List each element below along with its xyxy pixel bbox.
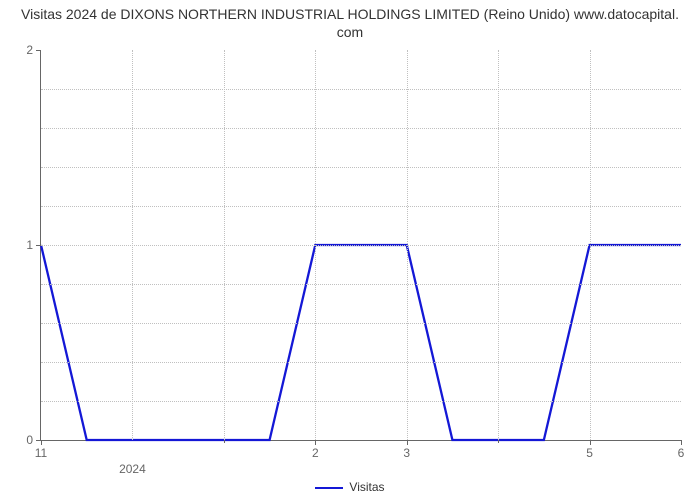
title-line1: Visitas 2024 de DIXONS NORTHERN INDUSTRI… bbox=[21, 6, 679, 22]
x-tick-label: 5 bbox=[586, 440, 593, 460]
title-line2: com bbox=[337, 24, 363, 40]
legend-label: Visitas bbox=[349, 480, 384, 494]
x-tick-label: 3 bbox=[403, 440, 410, 460]
x-tick-label: 11 bbox=[35, 440, 47, 460]
y-tick-label: 2 bbox=[26, 43, 41, 57]
x-secondary-label: 2024 bbox=[119, 440, 146, 476]
legend-swatch bbox=[315, 487, 343, 489]
x-tick-label: 6 bbox=[678, 440, 685, 460]
legend: Visitas bbox=[0, 480, 700, 486]
y-tick-label: 1 bbox=[26, 238, 41, 252]
chart-title: Visitas 2024 de DIXONS NORTHERN INDUSTRI… bbox=[0, 0, 700, 41]
x-tick-label: 2 bbox=[312, 440, 319, 460]
plot-area: 0121123562024 bbox=[40, 50, 681, 441]
